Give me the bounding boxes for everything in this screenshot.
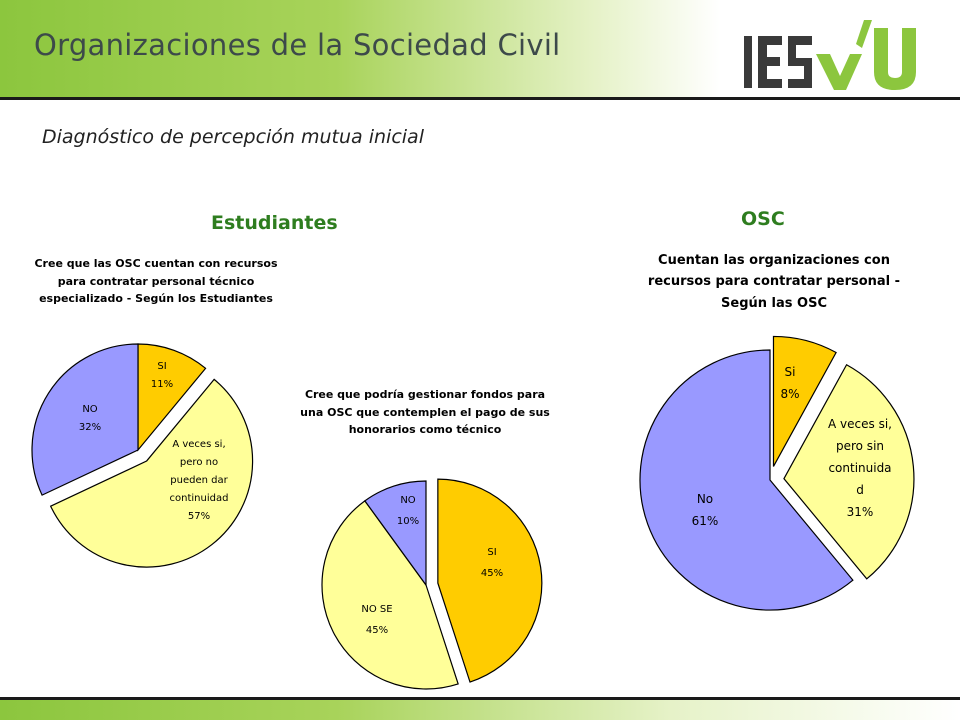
pie-slice-a-veces-si-pero-no-pueden-dar-continuidad xyxy=(49,378,254,568)
pie-slice-label: SI 45% xyxy=(481,547,503,579)
chart-1-title: Cree que las OSC cuentan con recursos pa… xyxy=(14,255,298,308)
header-divider xyxy=(0,97,960,100)
chart-1-title-line: Cree que las OSC cuentan con recursos xyxy=(34,257,278,270)
pie-slice-si xyxy=(437,478,543,683)
chart-3-title: Cuentan las organizaciones con recursos … xyxy=(624,250,924,314)
pie-slice-label: Si 8% xyxy=(780,365,799,401)
chart-3-title-line: recursos para contratar personal - xyxy=(647,274,901,290)
pie-slice-label: NO 10% xyxy=(397,495,419,527)
pie-slice-label: No 61% xyxy=(692,492,719,528)
pie-slice-no xyxy=(364,480,427,587)
pie-slice-label: NO SE 45% xyxy=(361,604,392,636)
pie-slice-no-se xyxy=(321,500,459,690)
pie-slice-label: A veces si, pero no pueden dar continuidad 5… xyxy=(170,439,229,522)
chart-1-title-line: para contratar personal técnico xyxy=(57,274,255,288)
subtitle: Diagnóstico de percepción mutua inicial xyxy=(42,126,424,148)
pie-slice-label: SI 11% xyxy=(151,361,173,390)
chart-3-title-line: Según las OSC xyxy=(721,295,827,311)
pie-slice-label: A veces si, pero sin continuida d 31% xyxy=(828,417,892,519)
pie-slice-si xyxy=(137,343,207,452)
group-title-osc: OSC xyxy=(741,208,785,230)
pie-slice-no xyxy=(31,343,139,496)
pie-slice-no xyxy=(639,349,854,611)
chart-2-title-line: honorarios como técnico xyxy=(348,423,502,437)
iesvu-logo xyxy=(744,20,916,90)
chart-2-title-line: Cree que podría gestionar fondos para xyxy=(304,388,546,401)
footer-divider xyxy=(0,697,960,700)
pie-slice-label: NO 32% xyxy=(79,404,101,433)
group-title-estudiantes: Estudiantes xyxy=(211,212,338,234)
pie-slice-a-veces-si-pero-sin-continuidad xyxy=(783,363,915,580)
chart-2-title: Cree que podría gestionar fondos para un… xyxy=(282,386,568,439)
chart-1-title-line: especializado - Según los Estudiantes xyxy=(39,292,273,306)
chart-2-title-line: una OSC que contemplen el pago de sus xyxy=(300,405,550,419)
page-title: Organizaciones de la Sociedad Civil xyxy=(34,28,561,62)
pie-slice-si xyxy=(772,335,837,467)
footer-band xyxy=(0,700,960,720)
chart-3-title-line: Cuentan las organizaciones con xyxy=(658,253,890,268)
